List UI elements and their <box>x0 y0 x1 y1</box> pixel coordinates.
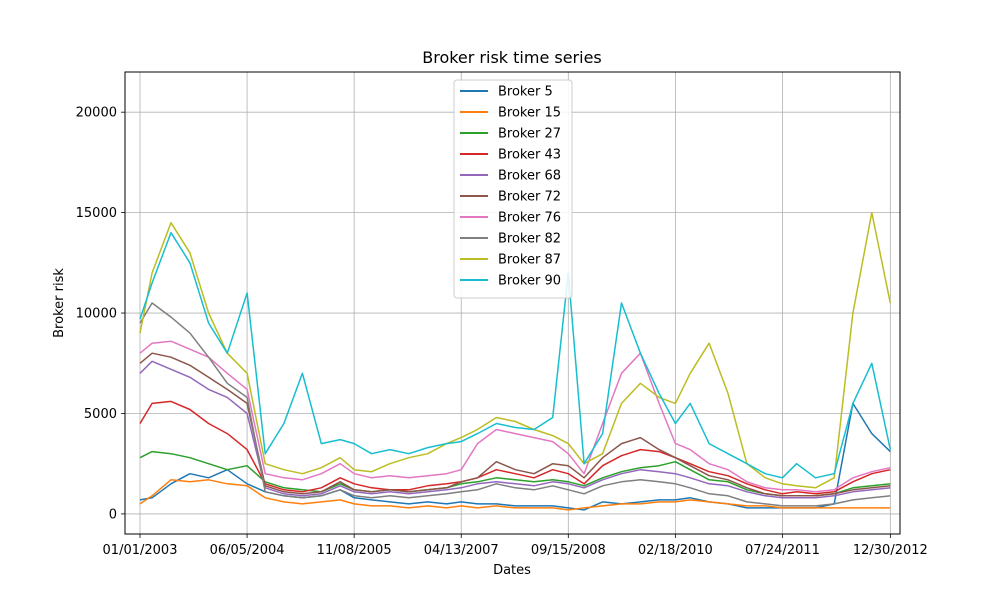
x-tick-label: 11/08/2005 <box>317 543 392 558</box>
y-tick-label: 5000 <box>84 407 117 422</box>
series-line-broker-76 <box>139 340 891 493</box>
x-axis-label: Dates <box>493 563 531 578</box>
x-tick-label: 06/05/2004 <box>210 543 285 558</box>
legend-entry: Broker 68 <box>498 169 561 184</box>
legend-entry: Broker 87 <box>498 253 561 268</box>
series-line-broker-72 <box>139 352 891 497</box>
x-tick-label: 12/30/2012 <box>853 543 928 558</box>
plot-frame <box>124 71 901 535</box>
x-tick-label: 07/24/2011 <box>745 543 820 558</box>
legend-entry: Broker 72 <box>498 190 561 205</box>
series-line-broker-90 <box>139 231 892 479</box>
series-line-broker-68 <box>139 360 891 499</box>
legend-entry: Broker 15 <box>498 106 561 121</box>
series-layer <box>139 211 892 511</box>
y-tick-label: 10000 <box>76 307 117 322</box>
y-axis-label: Broker risk <box>52 268 67 338</box>
series-line-broker-15 <box>139 479 891 511</box>
x-tick-label: 01/01/2003 <box>103 543 178 558</box>
x-tick-label: 09/15/2008 <box>531 543 606 558</box>
legend-entry: Broker 27 <box>498 127 561 142</box>
y-axis: 0 5000 10000 15000 20000 <box>76 106 125 522</box>
x-tick-label: 04/13/2007 <box>424 543 499 558</box>
series-line-broker-82 <box>139 302 891 507</box>
y-tick-label: 20000 <box>76 106 117 121</box>
legend-entry: Broker 76 <box>498 211 561 226</box>
legend-entry: Broker 5 <box>498 85 553 100</box>
legend-box <box>453 79 573 299</box>
x-tick-label: 02/18/2010 <box>638 543 713 558</box>
legend-entry: Broker 43 <box>498 148 561 163</box>
legend-entry: Broker 90 <box>498 274 561 289</box>
series-line-broker-87 <box>139 211 892 489</box>
legend-entry: Broker 82 <box>498 232 561 247</box>
x-axis: 01/01/2003 06/05/2004 11/08/2005 04/13/2007… <box>103 534 928 558</box>
y-tick-label: 0 <box>109 507 117 522</box>
legend: Broker 5 Broker 15 Broker 27 Broker 43 Broke… <box>453 79 573 299</box>
chart-title: Broker risk time series <box>422 48 602 67</box>
y-tick-label: 15000 <box>76 206 117 221</box>
